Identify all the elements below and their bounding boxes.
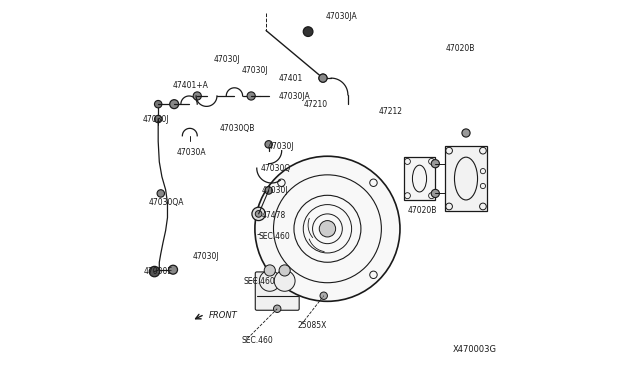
Circle shape	[320, 292, 328, 299]
Text: 47030J: 47030J	[193, 252, 220, 261]
Text: 25085X: 25085X	[298, 321, 327, 330]
Circle shape	[319, 74, 327, 82]
Text: 47030QB: 47030QB	[220, 124, 255, 133]
Text: 47401: 47401	[279, 74, 303, 83]
Text: 47478: 47478	[262, 211, 286, 220]
Text: 47020B: 47020B	[408, 206, 436, 215]
Text: 47210: 47210	[303, 100, 328, 109]
Bar	[404, 157, 435, 200]
Circle shape	[319, 221, 335, 237]
Circle shape	[193, 92, 202, 100]
Text: 47030A: 47030A	[177, 148, 207, 157]
Circle shape	[252, 207, 266, 221]
Text: 47030J: 47030J	[143, 115, 169, 124]
Text: SEC.460: SEC.460	[244, 278, 275, 286]
Circle shape	[273, 305, 281, 312]
Text: 47030E: 47030E	[143, 267, 172, 276]
Bar	[445, 146, 488, 211]
Text: 47030J: 47030J	[242, 66, 269, 75]
Text: 47030JA: 47030JA	[279, 92, 311, 101]
Circle shape	[247, 92, 255, 100]
Text: 47030J: 47030J	[262, 186, 288, 195]
Circle shape	[149, 266, 159, 277]
Circle shape	[279, 265, 290, 276]
Text: SEC.460: SEC.460	[259, 232, 291, 241]
Circle shape	[154, 100, 162, 108]
Circle shape	[259, 270, 280, 291]
Circle shape	[265, 187, 273, 194]
Text: 47020B: 47020B	[445, 44, 475, 53]
Circle shape	[255, 211, 262, 217]
Text: X470003G: X470003G	[453, 345, 497, 354]
Circle shape	[265, 141, 273, 148]
Circle shape	[264, 265, 275, 276]
Text: 47212: 47212	[379, 107, 403, 116]
Text: 47030J: 47030J	[267, 142, 294, 151]
Circle shape	[154, 115, 162, 123]
Text: FRONT: FRONT	[209, 311, 237, 320]
Circle shape	[255, 156, 400, 301]
Text: 47030J: 47030J	[214, 55, 241, 64]
Circle shape	[157, 190, 164, 197]
Circle shape	[319, 74, 327, 82]
Circle shape	[275, 270, 295, 291]
Text: 47030QA: 47030QA	[149, 198, 184, 207]
Text: 47401+A: 47401+A	[173, 81, 209, 90]
Circle shape	[431, 160, 440, 168]
Circle shape	[168, 265, 177, 274]
Circle shape	[462, 129, 470, 137]
Circle shape	[170, 100, 179, 109]
Circle shape	[431, 189, 440, 198]
Text: 47030Q: 47030Q	[260, 164, 291, 173]
Text: 47030JA: 47030JA	[326, 12, 357, 21]
Circle shape	[303, 27, 313, 36]
Text: SEC.460: SEC.460	[242, 336, 274, 345]
FancyBboxPatch shape	[255, 272, 299, 310]
